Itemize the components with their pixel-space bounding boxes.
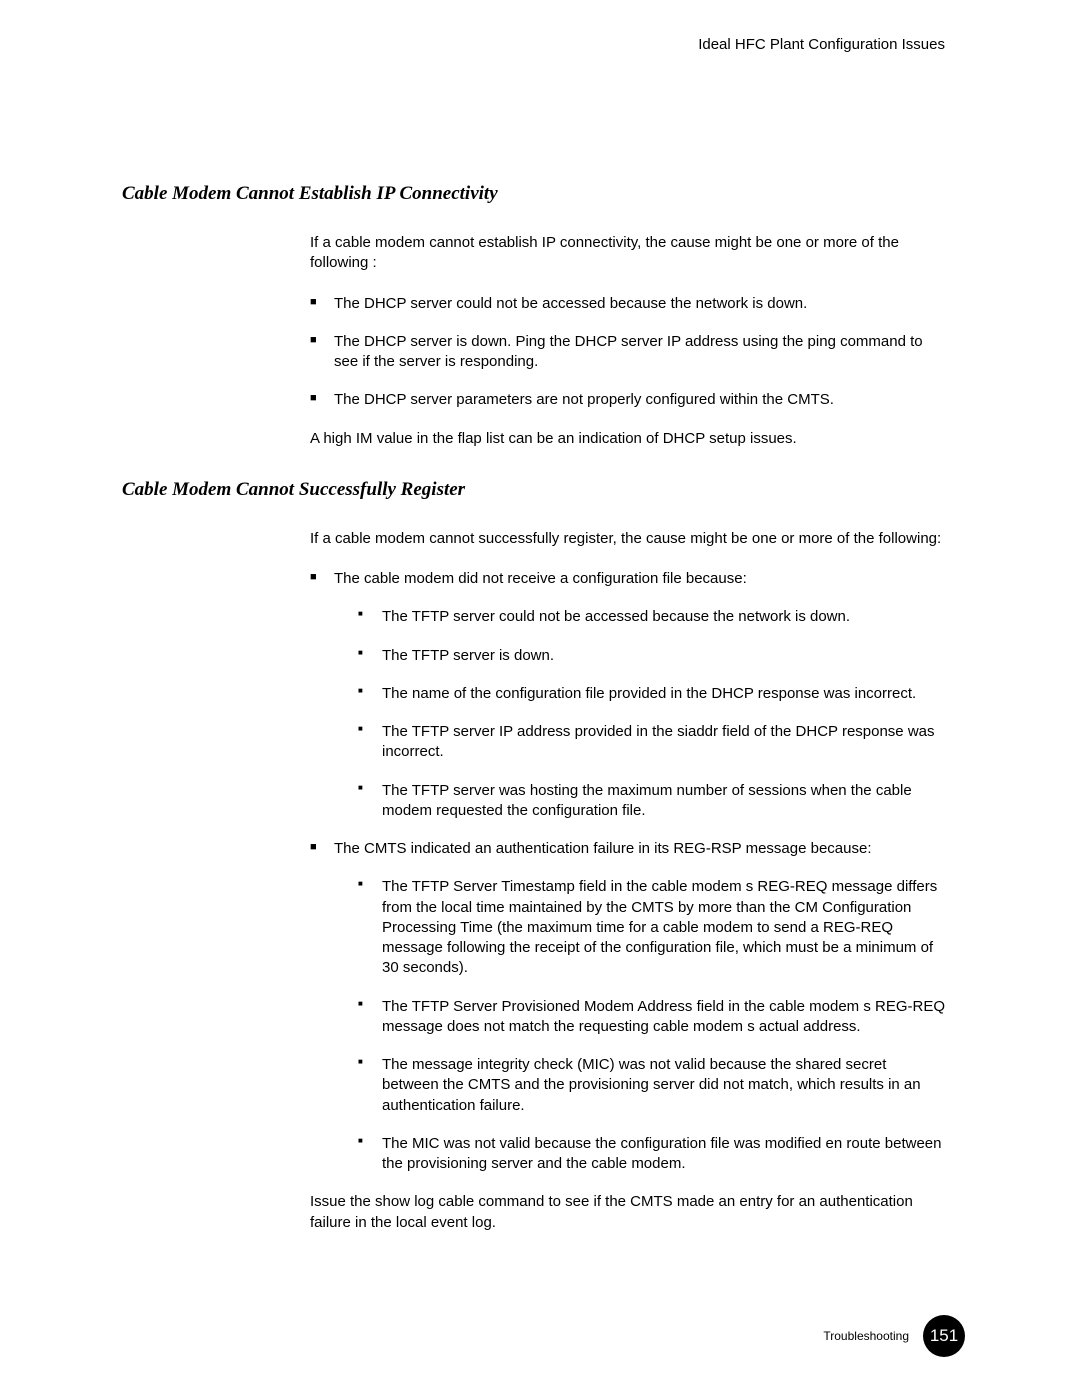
list-item: The message integrity check (MIC) was no… — [358, 1055, 945, 1116]
nested-bullet-list: The TFTP Server Timestamp field in the c… — [334, 877, 945, 1174]
list-item-text: The cable modem did not receive a config… — [334, 570, 747, 587]
bullet-list: The cable modem did not receive a config… — [310, 569, 945, 1174]
list-item-text: The CMTS indicated an authentication fai… — [334, 840, 872, 857]
closing-paragraph: Issue the show log cable command to see … — [310, 1192, 945, 1233]
list-item: The DHCP server is down. Ping the DHCP s… — [310, 332, 945, 373]
document-page: Ideal HFC Plant Configuration Issues Cab… — [0, 0, 1080, 1233]
list-item: The TFTP Server Timestamp field in the c… — [358, 877, 945, 978]
list-item: The DHCP server could not be accessed be… — [310, 294, 945, 314]
section-body-ip-connectivity: If a cable modem cannot establish IP con… — [310, 233, 945, 449]
list-item: The TFTP server was hosting the maximum … — [358, 781, 945, 822]
closing-paragraph: A high IM value in the flap list can be … — [310, 429, 945, 449]
section-heading-ip-connectivity: Cable Modem Cannot Establish IP Connecti… — [122, 183, 945, 205]
list-item: The DHCP server parameters are not prope… — [310, 390, 945, 410]
page-number-badge: 151 — [923, 1315, 965, 1357]
intro-paragraph: If a cable modem cannot successfully reg… — [310, 529, 945, 549]
nested-bullet-list: The TFTP server could not be accessed be… — [334, 607, 945, 821]
intro-paragraph: If a cable modem cannot establish IP con… — [310, 233, 945, 274]
list-item: The TFTP server could not be accessed be… — [358, 607, 945, 627]
running-header: Ideal HFC Plant Configuration Issues — [122, 36, 945, 53]
list-item: The name of the configuration file provi… — [358, 684, 945, 704]
page-footer: Troubleshooting 151 — [823, 1315, 965, 1357]
section-body-register: If a cable modem cannot successfully reg… — [310, 529, 945, 1233]
list-item: The TFTP Server Provisioned Modem Addres… — [358, 997, 945, 1038]
list-item: The TFTP server is down. — [358, 646, 945, 666]
list-item: The MIC was not valid because the config… — [358, 1134, 945, 1175]
list-item: The TFTP server IP address provided in t… — [358, 722, 945, 763]
section-heading-register: Cable Modem Cannot Successfully Register — [122, 479, 945, 501]
bullet-list: The DHCP server could not be accessed be… — [310, 294, 945, 411]
list-item: The cable modem did not receive a config… — [310, 569, 945, 821]
list-item: The CMTS indicated an authentication fai… — [310, 839, 945, 1174]
footer-label: Troubleshooting — [823, 1329, 909, 1343]
